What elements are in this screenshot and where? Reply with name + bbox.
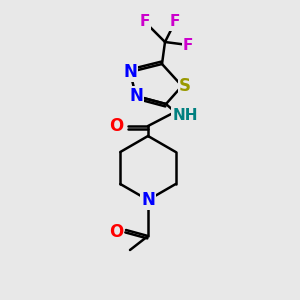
- Text: O: O: [109, 223, 123, 241]
- Text: S: S: [179, 77, 191, 95]
- Text: F: F: [140, 14, 150, 29]
- Text: N: N: [123, 63, 137, 81]
- Text: N: N: [129, 87, 143, 105]
- Text: F: F: [170, 14, 180, 29]
- Text: O: O: [109, 117, 123, 135]
- Text: F: F: [183, 38, 193, 52]
- Text: NH: NH: [172, 109, 198, 124]
- Text: N: N: [141, 191, 155, 209]
